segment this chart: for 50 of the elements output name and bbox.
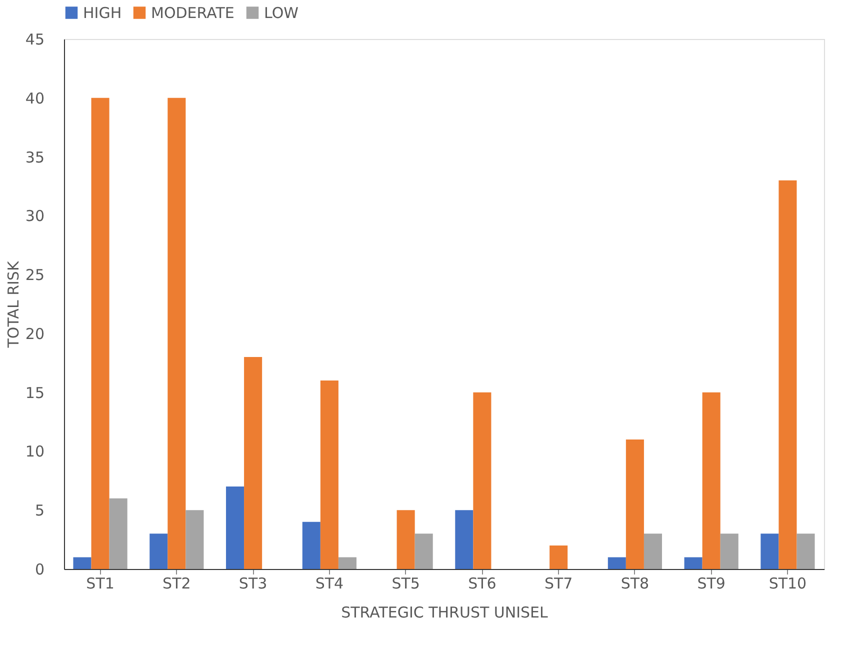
bar	[91, 98, 110, 569]
y-tick-label: 5	[34, 502, 44, 520]
bar	[796, 534, 815, 569]
bar	[302, 522, 320, 569]
x-tick-label: ST10	[768, 574, 807, 592]
x-tick-label: ST1	[86, 574, 114, 592]
x-tick-label: ST5	[392, 574, 420, 592]
bar	[550, 545, 568, 569]
bar	[702, 392, 720, 569]
y-tick-label: 45	[25, 30, 44, 48]
bar	[644, 534, 662, 569]
bar	[608, 557, 626, 569]
bar	[150, 534, 168, 569]
y-tick-label: 40	[25, 89, 44, 108]
bar	[684, 557, 702, 569]
bar	[338, 557, 356, 569]
x-tick-label: ST4	[315, 574, 344, 592]
y-axis-title: TOTAL RISK	[4, 260, 22, 349]
bar	[73, 557, 92, 569]
y-tick-label: 0	[34, 560, 44, 578]
legend-label: MODERATE	[151, 4, 234, 22]
bar	[414, 534, 433, 569]
y-tick-label: 20	[25, 324, 44, 343]
x-tick-label: ST2	[162, 574, 191, 592]
bar	[455, 510, 474, 569]
x-axis-title: STRATEGIC THRUST UNISEL	[341, 604, 549, 622]
x-tick-label: ST3	[238, 574, 268, 592]
bar	[226, 486, 244, 569]
bar	[778, 180, 797, 569]
bar	[720, 534, 738, 569]
bar	[396, 510, 415, 569]
x-tick-label: ST9	[697, 574, 726, 592]
bar	[244, 357, 262, 569]
legend-label: LOW	[264, 4, 299, 22]
y-tick-label: 15	[25, 384, 44, 402]
x-tick-label: ST8	[620, 574, 650, 592]
x-tick-label: ST6	[468, 574, 496, 592]
y-tick-label: 10	[25, 442, 44, 461]
x-tick-label: ST7	[544, 574, 573, 592]
legend-label: HIGH	[83, 4, 122, 22]
bar	[186, 510, 204, 569]
bar	[473, 392, 492, 569]
bar	[109, 498, 128, 569]
y-tick-label: 30	[25, 207, 44, 226]
bar	[626, 439, 644, 569]
y-tick-label: 25	[25, 266, 44, 284]
y-tick-label: 35	[25, 148, 44, 166]
bar	[760, 534, 779, 569]
bar	[168, 98, 186, 569]
bar	[320, 380, 338, 569]
